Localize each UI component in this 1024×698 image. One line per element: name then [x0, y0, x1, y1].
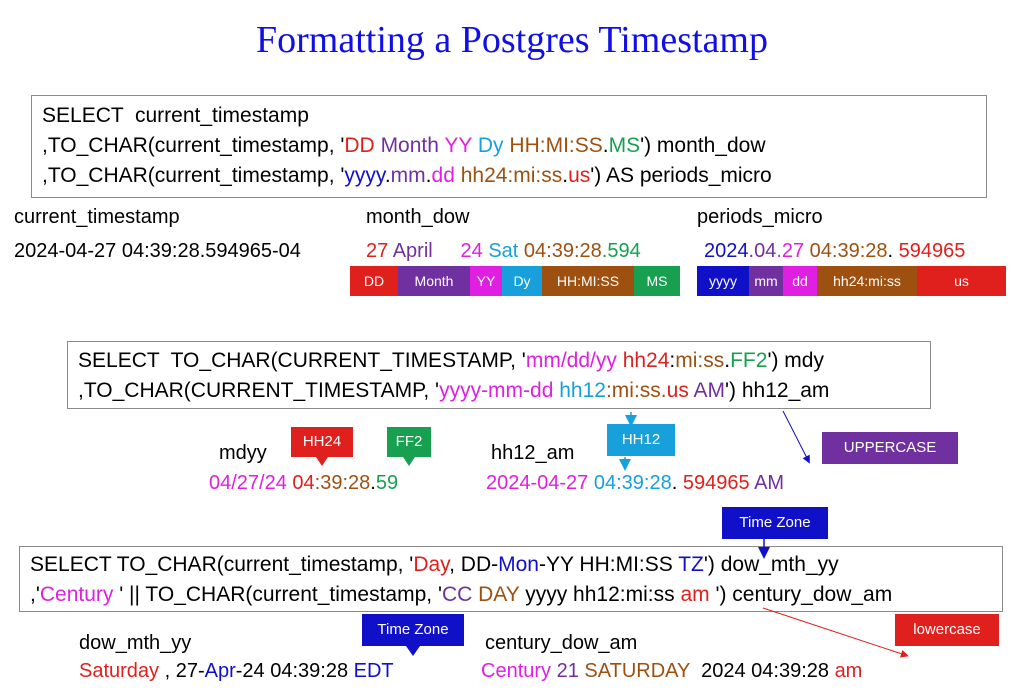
- query3-line1: SELECT TO_CHAR(current_timestamp, 'Day, …: [30, 553, 839, 576]
- callout-hh12: HH12: [607, 424, 675, 456]
- value-dow-mth-yy: Saturday , 27-Apr-24 04:39:28 EDT: [79, 660, 394, 682]
- value-century-dow-am: Century 21 SATURDAY 2024 04:39:28 am: [481, 660, 863, 682]
- tag-yy: YY: [470, 266, 502, 296]
- callout-lowercase: lowercase: [895, 614, 999, 646]
- col-label-current-timestamp: current_timestamp: [14, 206, 180, 228]
- value-hh12-am: 2024-04-27 04:39:28. 594965 AM: [486, 472, 785, 494]
- col-label-periods-micro: periods_micro: [697, 206, 823, 228]
- query1-box: SELECT current_timestamp ,TO_CHAR(curren…: [31, 95, 987, 198]
- tag-month: Month: [398, 266, 470, 296]
- pointer-hh24: [316, 457, 328, 466]
- value-mdyy: 04/27/24 04:39:28.59: [209, 472, 399, 494]
- pointer-ff2: [403, 457, 415, 466]
- query2-box: SELECT TO_CHAR(CURRENT_TIMESTAMP, 'mm/dd…: [67, 341, 931, 409]
- label-mdyy: mdyy: [219, 442, 267, 464]
- query1-line1: SELECT current_timestamp: [42, 104, 309, 127]
- callout-ff2: FF2: [387, 427, 431, 457]
- tag-mm: mm: [749, 266, 783, 296]
- label-century-dow-am: century_dow_am: [485, 632, 638, 654]
- tag-dd-lower: dd: [783, 266, 817, 296]
- callout-hh24: HH24: [291, 427, 353, 457]
- tag-ms: MS: [634, 266, 680, 296]
- tag-dy: Dy: [502, 266, 542, 296]
- col-label-month-dow: month_dow: [366, 206, 470, 228]
- callout-time-zone-top: Time Zone: [722, 507, 828, 539]
- label-hh12-am: hh12_am: [491, 442, 575, 464]
- query2-line1: SELECT TO_CHAR(CURRENT_TIMESTAMP, 'mm/dd…: [78, 349, 824, 372]
- query1-line3: ,TO_CHAR(current_timestamp, 'yyyy.mm.dd …: [42, 164, 772, 187]
- tag-yyyy: yyyy: [697, 266, 749, 296]
- callout-uppercase: UPPERCASE: [822, 432, 958, 464]
- query1-line2: ,TO_CHAR(current_timestamp, 'DD Month YY…: [42, 134, 766, 157]
- value-periods-micro: 2024.04.27 04:39:28. 594965: [704, 240, 966, 262]
- query2-line2: ,TO_CHAR(CURRENT_TIMESTAMP, 'yyyy-mm-dd …: [78, 379, 830, 402]
- callout-time-zone-bottom: Time Zone: [362, 614, 464, 646]
- label-dow-mth-yy: dow_mth_yy: [79, 632, 192, 654]
- pointer-tz-bottom: [406, 646, 420, 656]
- tag-hh24miss: hh24:mi:ss: [817, 266, 917, 296]
- page-title: Formatting a Postgres Timestamp: [256, 19, 768, 61]
- query3-line2: ,'Century ' || TO_CHAR(current_timestamp…: [30, 583, 893, 606]
- arrow-am: [782, 410, 810, 464]
- value-current-timestamp: 2024-04-27 04:39:28.594965-04: [14, 240, 301, 262]
- arrow-lowercase: [762, 607, 909, 658]
- query3-box: SELECT TO_CHAR(current_timestamp, 'Day, …: [19, 546, 1003, 612]
- tag-us: us: [917, 266, 1006, 296]
- tag-dd: DD: [350, 266, 398, 296]
- tag-hhmiss: HH:MI:SS: [542, 266, 634, 296]
- value-month-dow: 27 April 24 Sat 04:39:28.594: [366, 240, 641, 262]
